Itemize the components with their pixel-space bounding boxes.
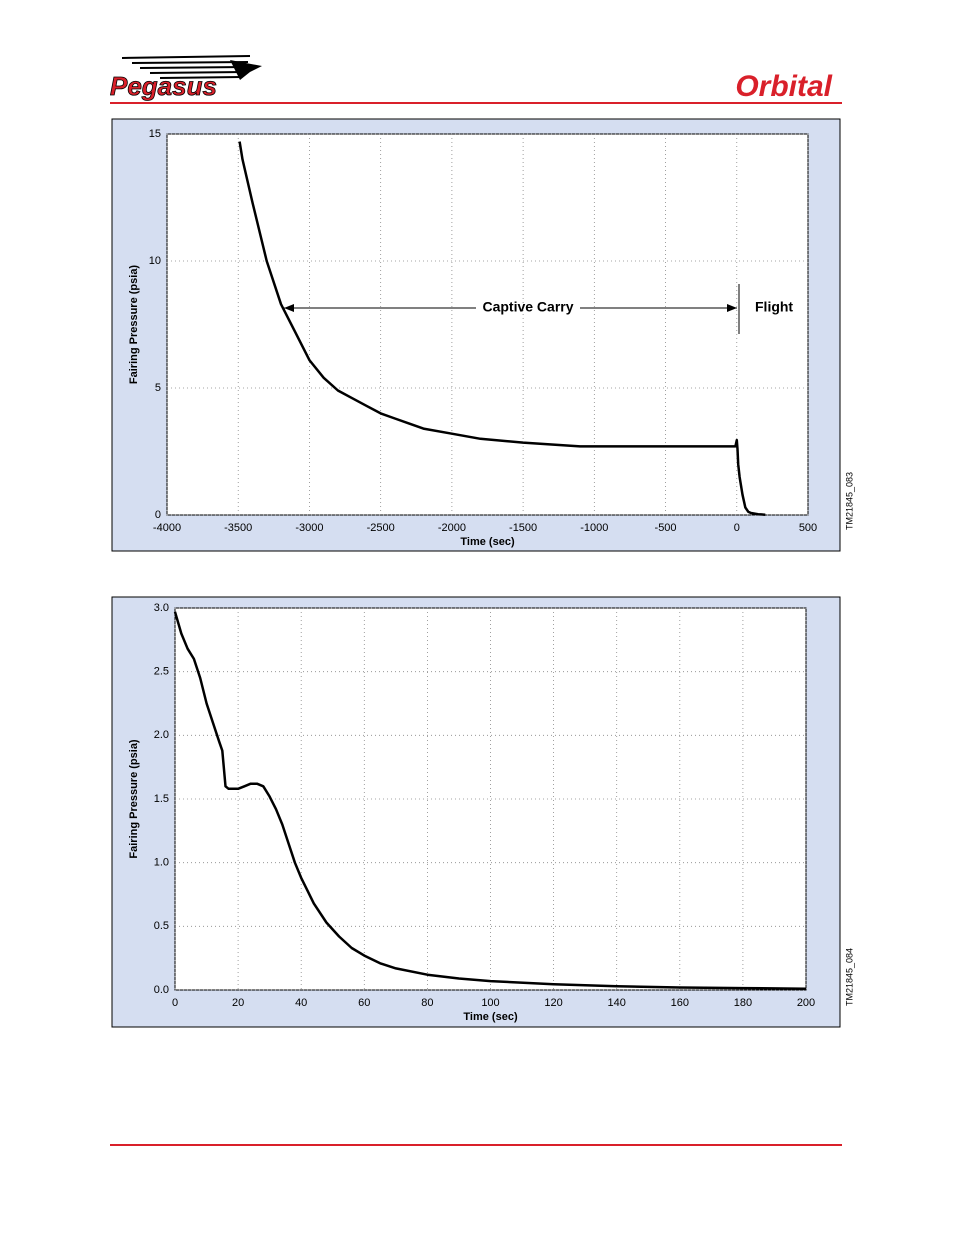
data-line: [238, 141, 766, 516]
annotation: Flight: [755, 299, 793, 315]
x-tick-label: 120: [544, 997, 562, 1009]
figure-id: TM21845_083: [844, 472, 854, 530]
pegasus-logo: Pegasus: [110, 55, 262, 101]
y-tick-label: 0.5: [154, 920, 169, 932]
x-tick-label: -3000: [295, 522, 323, 534]
arrow-head: [284, 304, 294, 312]
x-tick-label: -4000: [153, 522, 181, 534]
y-tick-label: 2.0: [154, 729, 169, 741]
y-tick-label: 3.0: [154, 602, 169, 614]
y-axis-label: Fairing Pressure (psia): [128, 265, 140, 385]
y-tick-label: 15: [149, 128, 161, 140]
y-tick-label: 10: [149, 255, 161, 267]
x-tick-label: -1000: [580, 522, 608, 534]
data-line: [173, 611, 807, 990]
x-tick-label: 80: [421, 997, 433, 1009]
y-axis-label: Fairing Pressure (psia): [128, 739, 140, 859]
x-tick-label: -2500: [367, 522, 395, 534]
x-tick-label: 200: [797, 997, 815, 1009]
x-tick-label: 140: [608, 997, 626, 1009]
logo-wings: [121, 55, 251, 79]
figure-id: TM21845_084: [844, 948, 854, 1006]
x-axis-label: Time (sec): [460, 536, 515, 548]
y-tick-label: 0: [155, 509, 161, 521]
x-tick-label: -3500: [224, 522, 252, 534]
x-tick-label: 0: [172, 997, 178, 1009]
y-tick-label: 2.5: [154, 666, 169, 678]
y-tick-label: 0.0: [154, 984, 169, 996]
x-tick-label: 160: [671, 997, 689, 1009]
x-tick-label: 100: [481, 997, 499, 1009]
x-tick-label: 180: [734, 997, 752, 1009]
logo-text: Pegasus: [110, 71, 217, 101]
y-tick-label: 1.0: [154, 857, 169, 869]
x-tick-label: 40: [295, 997, 307, 1009]
x-axis-label: Time (sec): [463, 1011, 518, 1023]
annotation: Captive Carry: [482, 299, 573, 315]
logo-text: Orbital: [735, 70, 832, 103]
plot-area: [166, 133, 809, 516]
arrow-head: [727, 304, 737, 312]
x-tick-label: -500: [655, 522, 677, 534]
x-tick-label: 0: [734, 522, 740, 534]
x-tick-label: -1500: [509, 522, 537, 534]
x-tick-label: 500: [799, 522, 817, 534]
plot-area: [174, 607, 807, 991]
logo-bird: [230, 60, 262, 80]
y-tick-label: 1.5: [154, 793, 169, 805]
x-tick-label: -2000: [438, 522, 466, 534]
x-tick-label: 20: [232, 997, 244, 1009]
x-tick-label: 60: [358, 997, 370, 1009]
y-tick-label: 5: [155, 382, 161, 394]
